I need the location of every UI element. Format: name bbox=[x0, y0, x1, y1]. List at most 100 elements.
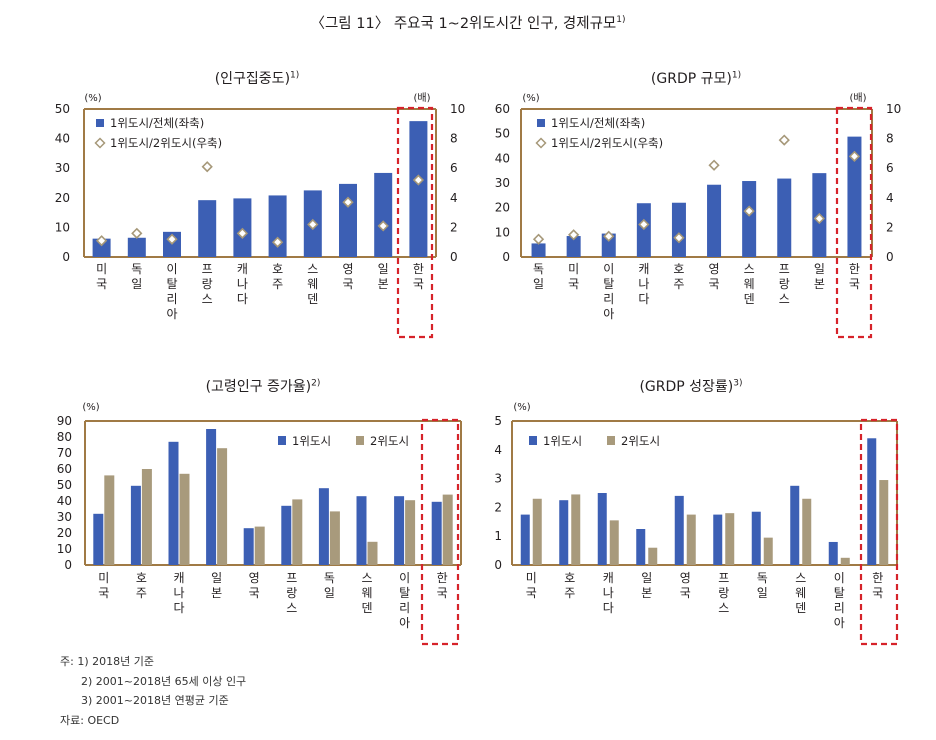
bar-first-city-영국 bbox=[243, 528, 254, 565]
bar-한국 bbox=[409, 121, 428, 257]
bar-first-city-이탈리아 bbox=[394, 496, 405, 565]
highlight-box-korea bbox=[859, 418, 899, 646]
legend-diamond-label: 1위도시/2위도시(우축) bbox=[110, 136, 222, 150]
y-left-tick-label: 4 bbox=[494, 443, 502, 457]
y-left-tick-label: 30 bbox=[57, 510, 72, 524]
legend-diamond-label: 1위도시/2위도시(우축) bbox=[551, 136, 663, 150]
y-left-tick-label: 2 bbox=[494, 500, 502, 514]
bar-second-city-일본 bbox=[217, 448, 228, 565]
diamond-marker-미국 bbox=[95, 235, 108, 247]
bar-second-city-스웨덴 bbox=[367, 541, 378, 565]
bar-first-city-독일 bbox=[318, 488, 329, 565]
diamond-marker-프랑스 bbox=[201, 161, 213, 173]
bar-미국 bbox=[92, 238, 111, 257]
bar-영국 bbox=[339, 183, 357, 257]
diamond-marker-한국 bbox=[848, 150, 861, 162]
bar-second-city-스웨덴 bbox=[802, 498, 812, 565]
bar-first-city-미국 bbox=[93, 513, 104, 565]
y-left-tick-label: 3 bbox=[494, 472, 502, 486]
y-left-tick-label: 0 bbox=[62, 250, 70, 264]
source-note: 자료: OECD bbox=[60, 713, 120, 727]
diamond-marker-캐나다 bbox=[638, 218, 650, 231]
legend-swatch-first-city bbox=[278, 436, 286, 445]
bar-second-city-일본 bbox=[648, 547, 658, 565]
bar-second-city-이탈리아 bbox=[405, 500, 416, 565]
highlight-box-korea bbox=[396, 106, 434, 339]
y-right-tick-label: 0 bbox=[450, 250, 458, 264]
diamond-marker-독일 bbox=[532, 233, 545, 245]
bar-first-city-일본 bbox=[206, 429, 217, 565]
footnote-2: 2) 2001~2018년 65세 이상 인구 bbox=[60, 674, 247, 688]
y-left-unit-label: (%) bbox=[82, 402, 99, 413]
legend-bar-label: 1위도시/전체(좌축) bbox=[110, 116, 204, 130]
bar-second-city-한국 bbox=[879, 480, 889, 565]
diamond-marker-일본 bbox=[813, 212, 825, 225]
y-left-tick-label: 30 bbox=[495, 176, 510, 190]
bar-second-city-미국 bbox=[104, 475, 115, 565]
diamond-marker-프랑스 bbox=[778, 134, 790, 146]
legend-bar-label: 1위도시/전체(좌축) bbox=[551, 116, 645, 130]
diamond-marker-호주 bbox=[673, 232, 685, 244]
y-right-tick-label: 8 bbox=[886, 132, 894, 146]
y-left-tick-label: 90 bbox=[57, 414, 72, 428]
y-left-tick-label: 80 bbox=[57, 430, 72, 444]
bar-first-city-호주 bbox=[559, 500, 569, 565]
bar-second-city-미국 bbox=[532, 498, 542, 565]
bar-first-city-미국 bbox=[520, 514, 530, 565]
bar-second-city-프랑스 bbox=[725, 513, 735, 565]
y-left-tick-label: 0 bbox=[64, 558, 72, 572]
bar-first-city-한국 bbox=[867, 438, 877, 565]
figure-title: 〈그림 11〉 주요국 1~2위도시간 인구, 경제규모1) bbox=[310, 15, 626, 32]
bar-second-city-영국 bbox=[686, 514, 696, 565]
y-left-tick-label: 1 bbox=[494, 529, 502, 543]
diamond-marker-스웨덴 bbox=[743, 205, 755, 217]
bar-second-city-캐나다 bbox=[609, 520, 619, 565]
bar-first-city-스웨덴 bbox=[790, 485, 800, 565]
bar-독일 bbox=[531, 243, 546, 257]
bar-first-city-프랑스 bbox=[281, 505, 292, 565]
diamond-marker-미국 bbox=[568, 229, 580, 241]
panel-title-aging: (고령인구 증가율)2) bbox=[205, 378, 321, 395]
y-left-tick-label: 70 bbox=[57, 446, 72, 460]
y-right-unit-label: (배) bbox=[849, 92, 866, 104]
panel-title-grdp-growth: (GRDP 성장률)3) bbox=[639, 378, 743, 395]
diamond-marker-이탈리아 bbox=[603, 230, 615, 242]
bar-second-city-영국 bbox=[254, 526, 265, 565]
bar-프랑스 bbox=[198, 200, 217, 257]
bar-일본 bbox=[374, 172, 393, 257]
legend-diamond-swatch bbox=[535, 137, 547, 149]
bar-호주 bbox=[671, 202, 686, 257]
bar-second-city-프랑스 bbox=[292, 499, 303, 565]
bar-first-city-이탈리아 bbox=[828, 541, 838, 565]
y-left-tick-label: 20 bbox=[495, 201, 510, 215]
bar-first-city-독일 bbox=[751, 511, 761, 565]
bar-프랑스 bbox=[777, 178, 792, 257]
legend-swatch-second-city bbox=[607, 436, 615, 445]
bar-second-city-한국 bbox=[442, 494, 453, 565]
y-left-tick-label: 40 bbox=[55, 132, 70, 146]
